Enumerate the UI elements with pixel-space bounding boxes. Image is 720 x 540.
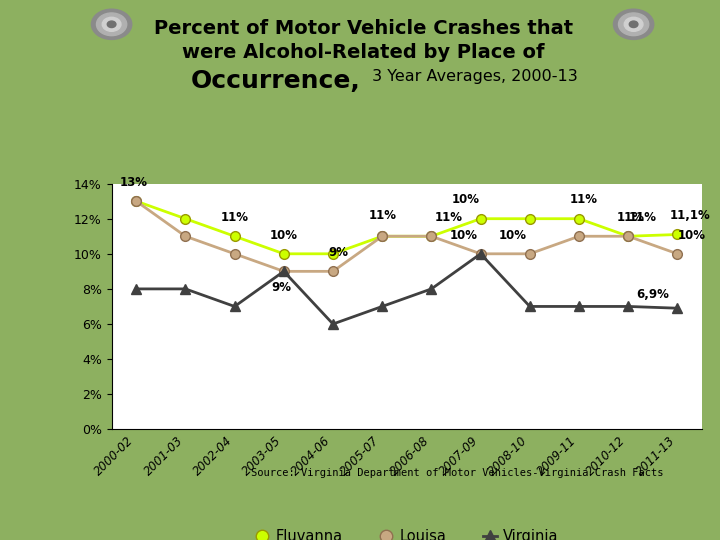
Text: were Alcohol-Related by Place of: were Alcohol-Related by Place of — [182, 43, 545, 62]
Text: 10%: 10% — [498, 228, 526, 241]
Text: 9%: 9% — [328, 246, 348, 259]
Text: 11%: 11% — [220, 211, 248, 224]
Text: 9%: 9% — [271, 281, 292, 294]
Text: 11%: 11% — [629, 211, 657, 224]
Text: 10%: 10% — [270, 228, 298, 241]
Text: 11,1%: 11,1% — [670, 209, 710, 222]
Text: 10%: 10% — [452, 193, 480, 206]
Text: Occurrence,: Occurrence, — [191, 69, 361, 93]
Text: Source: Virginia Department of Motor Vehicles-Virginia Crash Facts: Source: Virginia Department of Motor Veh… — [251, 468, 663, 478]
Text: 6,9%: 6,9% — [636, 288, 669, 301]
Text: 10%: 10% — [678, 228, 706, 241]
Text: 13%: 13% — [120, 176, 148, 189]
Text: 11%: 11% — [368, 209, 396, 222]
Text: 11%: 11% — [570, 193, 598, 206]
Text: 11%: 11% — [616, 211, 644, 224]
Text: 11%: 11% — [435, 211, 463, 224]
Text: 3 Year Averages, 2000-13: 3 Year Averages, 2000-13 — [367, 69, 578, 84]
Legend: Fluvanna, Louisa, Virginia: Fluvanna, Louisa, Virginia — [249, 523, 564, 540]
Text: 10%: 10% — [449, 228, 477, 241]
Text: Percent of Motor Vehicle Crashes that: Percent of Motor Vehicle Crashes that — [154, 19, 573, 38]
